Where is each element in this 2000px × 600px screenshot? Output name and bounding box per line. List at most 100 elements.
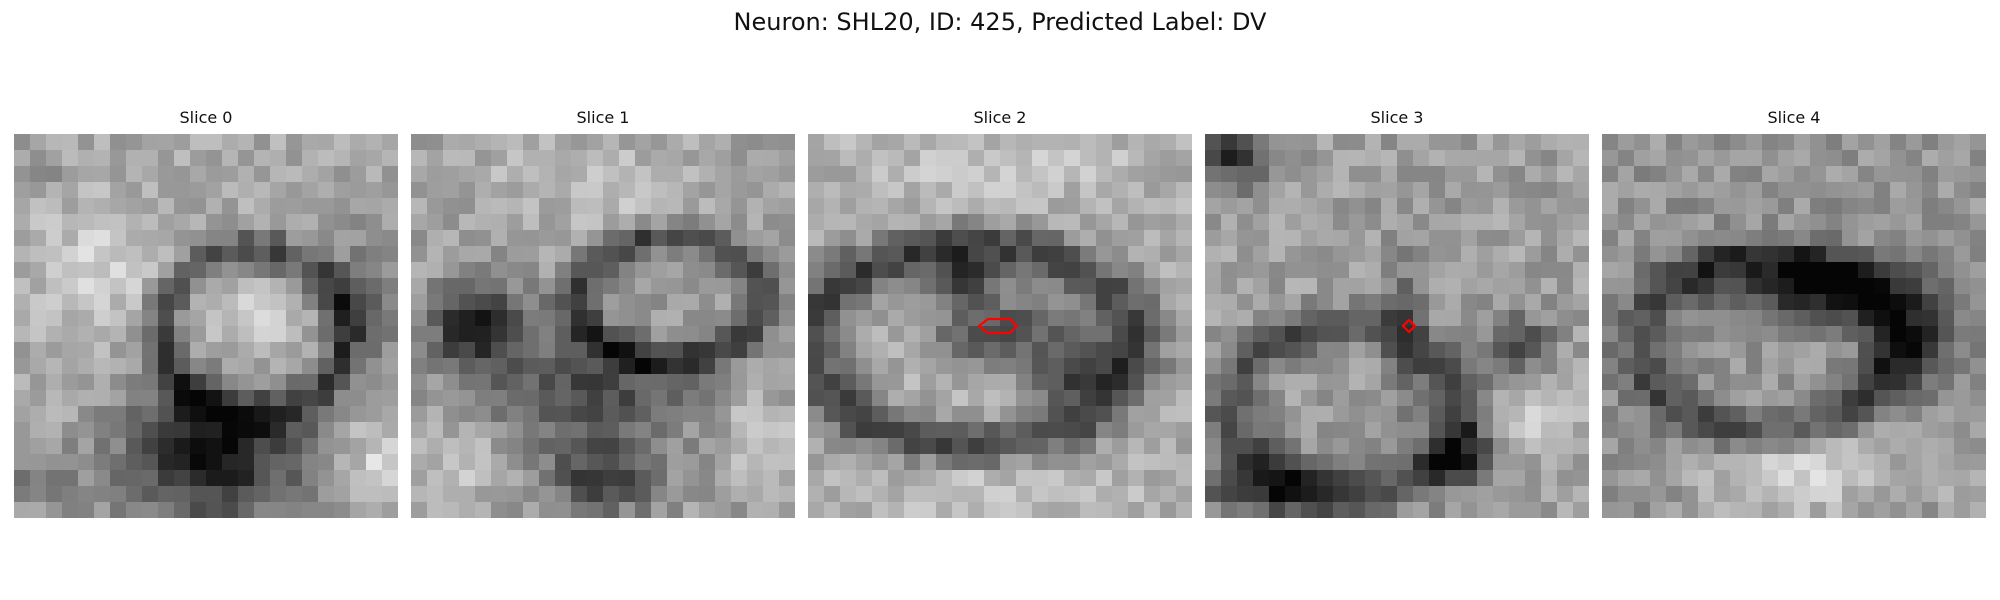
image-pixel bbox=[1144, 422, 1161, 439]
image-pixel bbox=[1000, 262, 1017, 279]
image-pixel bbox=[1826, 486, 1843, 503]
image-pixel bbox=[1493, 262, 1510, 279]
image-pixel bbox=[443, 310, 460, 327]
image-pixel bbox=[856, 294, 873, 311]
image-pixel bbox=[1221, 246, 1238, 263]
image-pixel bbox=[731, 470, 748, 487]
image-pixel bbox=[190, 422, 207, 439]
image-pixel bbox=[1794, 438, 1811, 455]
image-pixel bbox=[571, 438, 588, 455]
image-pixel bbox=[1365, 214, 1382, 231]
image-pixel bbox=[1064, 166, 1081, 183]
image-pixel bbox=[1938, 294, 1955, 311]
image-pixel bbox=[1016, 390, 1033, 407]
image-pixel bbox=[475, 374, 492, 391]
image-pixel bbox=[856, 214, 873, 231]
image-pixel bbox=[587, 198, 604, 215]
image-pixel bbox=[46, 390, 63, 407]
image-pixel bbox=[62, 182, 79, 199]
image-pixel bbox=[1397, 214, 1414, 231]
image-pixel bbox=[555, 438, 572, 455]
image-pixel bbox=[1333, 150, 1350, 167]
image-pixel bbox=[1445, 310, 1462, 327]
image-pixel bbox=[1618, 310, 1635, 327]
image-pixel bbox=[318, 150, 335, 167]
image-pixel bbox=[302, 502, 319, 518]
image-pixel bbox=[302, 406, 319, 423]
image-pixel bbox=[1112, 310, 1129, 327]
image-pixel bbox=[1698, 230, 1715, 247]
image-pixel bbox=[1698, 182, 1715, 199]
image-pixel bbox=[1445, 214, 1462, 231]
image-pixel bbox=[1144, 310, 1161, 327]
image-pixel bbox=[683, 438, 700, 455]
image-pixel bbox=[46, 214, 63, 231]
image-pixel bbox=[1349, 358, 1366, 375]
image-pixel bbox=[491, 214, 508, 231]
image-pixel bbox=[1160, 310, 1177, 327]
image-pixel bbox=[808, 470, 825, 487]
image-pixel bbox=[1333, 214, 1350, 231]
image-pixel bbox=[507, 470, 524, 487]
image-pixel bbox=[587, 310, 604, 327]
image-pixel bbox=[1541, 278, 1558, 295]
image-pixel bbox=[888, 294, 905, 311]
image-pixel bbox=[779, 214, 795, 231]
image-pixel bbox=[1618, 150, 1635, 167]
image-pixel bbox=[206, 214, 223, 231]
image-pixel bbox=[334, 294, 351, 311]
image-pixel bbox=[731, 358, 748, 375]
image-pixel bbox=[1954, 358, 1971, 375]
image-pixel bbox=[920, 502, 937, 518]
image-pixel bbox=[936, 390, 953, 407]
image-pixel bbox=[1557, 310, 1574, 327]
image-pixel bbox=[222, 326, 239, 343]
image-pixel bbox=[1253, 230, 1270, 247]
image-pixel bbox=[1461, 470, 1478, 487]
image-pixel bbox=[1922, 342, 1939, 359]
image-pixel bbox=[619, 246, 636, 263]
image-pixel bbox=[936, 326, 953, 343]
image-pixel bbox=[1762, 358, 1779, 375]
image-pixel bbox=[952, 502, 969, 518]
image-pixel bbox=[1666, 262, 1683, 279]
slice-panel-0: Slice 0 bbox=[14, 108, 398, 518]
image-pixel bbox=[1032, 342, 1049, 359]
image-pixel bbox=[427, 454, 444, 471]
image-pixel bbox=[635, 422, 652, 439]
image-pixel bbox=[1365, 406, 1382, 423]
image-pixel bbox=[1349, 278, 1366, 295]
image-pixel bbox=[1349, 406, 1366, 423]
image-pixel bbox=[539, 390, 556, 407]
image-pixel bbox=[206, 134, 223, 151]
image-pixel bbox=[1205, 486, 1222, 503]
image-pixel bbox=[1493, 326, 1510, 343]
image-pixel bbox=[254, 390, 271, 407]
image-pixel bbox=[1762, 454, 1779, 471]
image-pixel bbox=[1032, 390, 1049, 407]
image-pixel bbox=[571, 230, 588, 247]
image-pixel bbox=[1237, 454, 1254, 471]
image-pixel bbox=[667, 326, 684, 343]
image-pixel bbox=[411, 198, 428, 215]
image-pixel bbox=[952, 454, 969, 471]
image-pixel bbox=[763, 422, 780, 439]
image-pixel bbox=[1413, 150, 1430, 167]
image-pixel bbox=[427, 278, 444, 295]
image-pixel bbox=[174, 390, 191, 407]
image-pixel bbox=[968, 326, 985, 343]
image-pixel bbox=[1493, 278, 1510, 295]
image-pixel bbox=[1112, 198, 1129, 215]
image-pixel bbox=[1349, 438, 1366, 455]
image-pixel bbox=[1285, 278, 1302, 295]
image-pixel bbox=[1541, 326, 1558, 343]
image-pixel bbox=[1794, 214, 1811, 231]
image-pixel bbox=[302, 358, 319, 375]
image-pixel bbox=[1048, 134, 1065, 151]
image-pixel bbox=[952, 214, 969, 231]
image-pixel bbox=[1317, 262, 1334, 279]
image-pixel bbox=[427, 326, 444, 343]
image-pixel bbox=[904, 134, 921, 151]
image-pixel bbox=[1160, 454, 1177, 471]
image-pixel bbox=[1573, 326, 1589, 343]
